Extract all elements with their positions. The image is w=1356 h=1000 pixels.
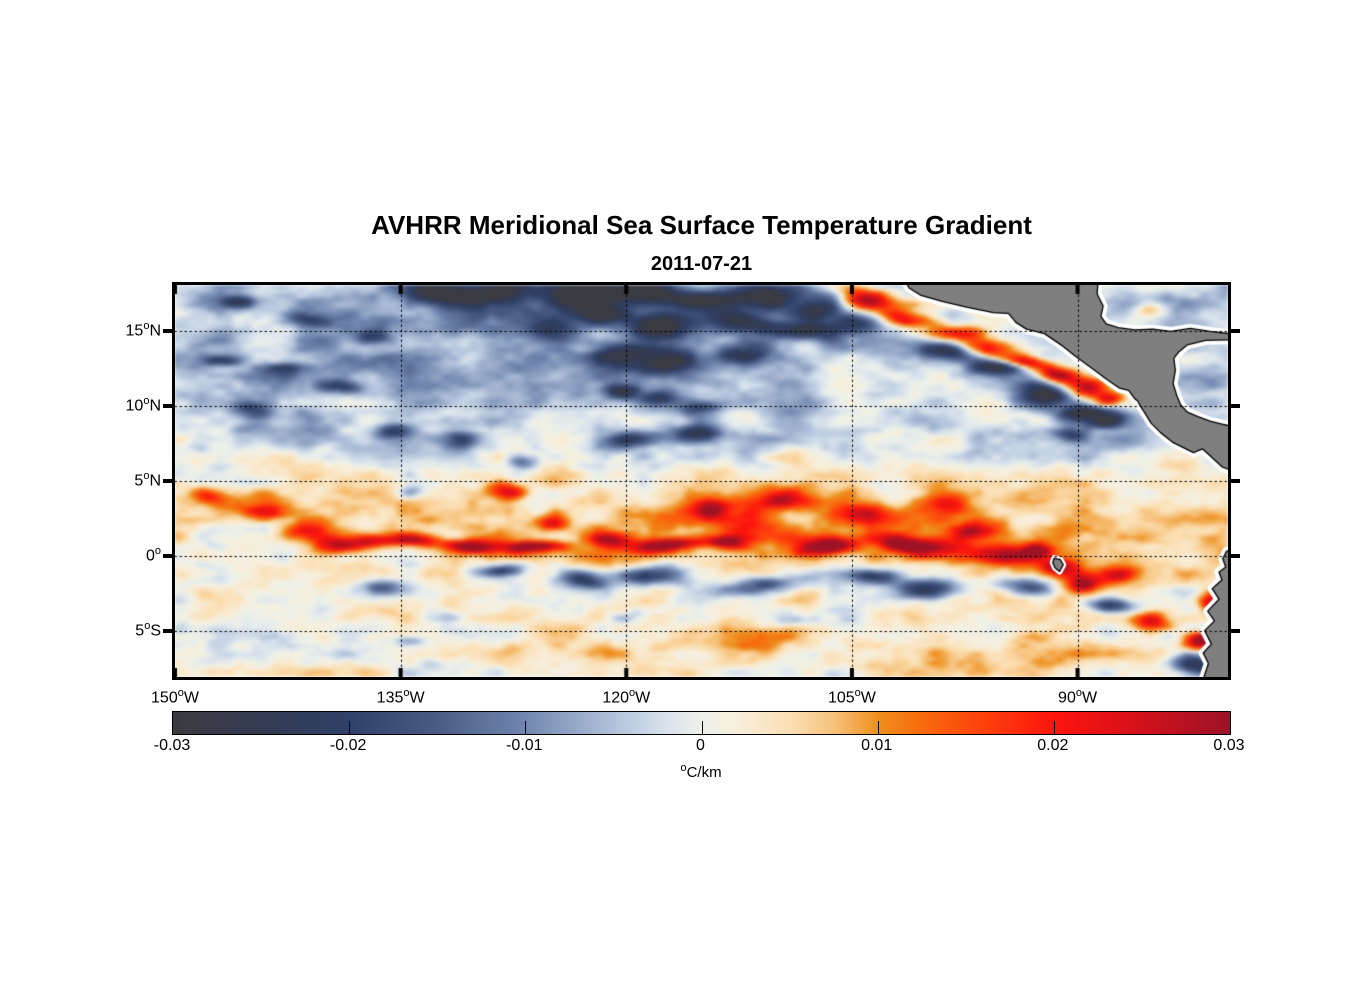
figure-title: AVHRR Meridional Sea Surface Temperature… <box>371 210 1032 240</box>
colorbar-unit-label: oC/km <box>680 762 722 781</box>
map-plot: 15oN 10oN 5oN 0o 5oS 150oW 135oW 120oW 105oW 90oW <box>126 282 1240 706</box>
figure-subtitle: 2011-07-21 <box>650 253 753 275</box>
colorbar-tick <box>701 721 703 734</box>
y-axis-tick-right <box>1231 329 1240 334</box>
colorbar-tick <box>525 721 527 734</box>
y-axis-tick-label: 15oN <box>125 320 161 340</box>
x-axis-tick-label: 150oW <box>151 687 199 707</box>
colorbar-tick-label: 0.02 <box>1037 737 1069 754</box>
y-axis-tick-left <box>163 404 172 409</box>
y-axis-tick-left <box>163 628 172 633</box>
y-axis-tick-right <box>1231 553 1240 558</box>
y-axis-tick-right <box>1231 479 1240 483</box>
colorbar-tick <box>1053 721 1055 734</box>
y-axis-tick-right <box>1231 628 1240 633</box>
y-axis-tick-label: 0o <box>145 544 161 565</box>
y-axis-tick-right <box>1231 404 1240 409</box>
colorbar-tick <box>877 721 879 734</box>
colorbar-tick-label: 0 <box>696 737 705 754</box>
y-axis-tick-label: 10oN <box>125 395 161 415</box>
x-axis-tick-label: 120oW <box>602 687 651 707</box>
colorbar <box>172 711 1231 735</box>
colorbar-tick-label: -0.02 <box>329 737 367 754</box>
x-axis-tick-label: 90oW <box>1058 687 1098 707</box>
colorbar-tick-label: 0.03 <box>1213 737 1245 754</box>
y-axis-tick-label: 5oN <box>134 470 161 490</box>
colorbar-tick-label: 0.01 <box>861 737 893 754</box>
x-axis-tick-label: 105oW <box>827 687 876 707</box>
x-axis-tick-label: 135oW <box>376 687 425 707</box>
colorbar-tick <box>349 721 351 734</box>
y-axis-tick-left <box>163 553 172 558</box>
y-axis-tick-label: 5oS <box>135 619 161 639</box>
y-axis-tick-left <box>163 479 172 483</box>
colorbar-tick-label: -0.01 <box>506 737 543 754</box>
colorbar-tick-label: -0.03 <box>153 737 191 754</box>
map-canvas <box>175 285 1228 677</box>
y-axis-tick-left <box>163 329 172 334</box>
